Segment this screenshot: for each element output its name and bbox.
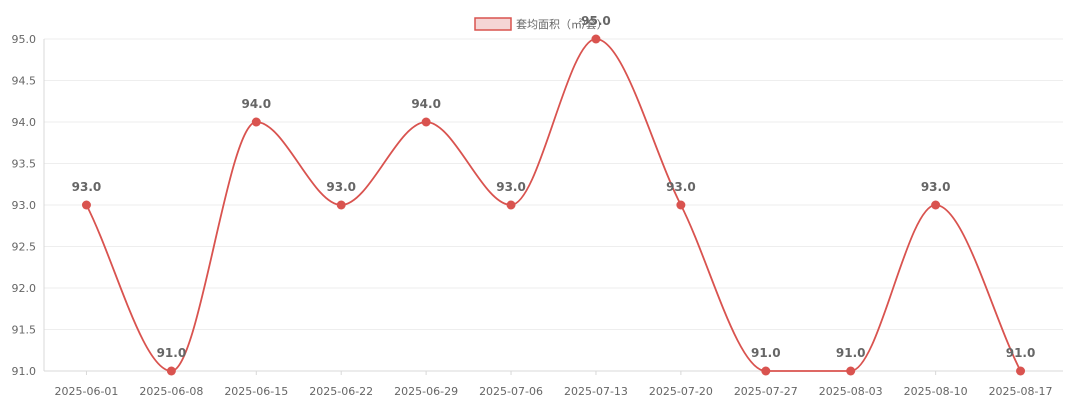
y-tick-label: 92.5 xyxy=(12,241,37,254)
y-tick-label: 94.5 xyxy=(12,75,37,88)
data-label: 91.0 xyxy=(836,346,866,360)
y-tick-label: 94.0 xyxy=(12,116,37,129)
x-tick-label: 2025-06-08 xyxy=(139,385,203,398)
series-line xyxy=(85,38,1022,372)
data-point[interactable] xyxy=(1016,366,1026,376)
data-point[interactable] xyxy=(336,200,346,210)
y-tick-label: 91.5 xyxy=(12,324,37,337)
data-label: 91.0 xyxy=(1006,346,1036,360)
x-tick-label: 2025-07-06 xyxy=(479,385,543,398)
data-label: 93.0 xyxy=(921,180,951,194)
y-tick-label: 93.0 xyxy=(12,199,37,212)
legend-label[interactable]: 套均面积（㎡/套） xyxy=(516,18,608,31)
x-tick-label: 2025-08-03 xyxy=(819,385,883,398)
data-points xyxy=(81,34,1026,376)
data-label: 93.0 xyxy=(72,180,102,194)
grid-lines xyxy=(44,38,1063,372)
data-point[interactable] xyxy=(931,200,941,210)
data-label: 93.0 xyxy=(496,180,526,194)
x-tick-label: 2025-06-01 xyxy=(54,385,118,398)
data-label: 94.0 xyxy=(411,97,441,111)
y-tick-label: 92.0 xyxy=(12,282,37,295)
x-tick-label: 2025-07-20 xyxy=(649,385,713,398)
legend[interactable]: 套均面积（㎡/套） xyxy=(474,17,608,31)
y-tick-label: 95.0 xyxy=(12,33,37,46)
data-label: 95.0 xyxy=(581,14,611,28)
data-point[interactable] xyxy=(591,34,601,44)
data-label: 91.0 xyxy=(157,346,187,360)
data-label: 94.0 xyxy=(241,97,271,111)
data-label: 91.0 xyxy=(751,346,781,360)
x-tick-label: 2025-08-10 xyxy=(904,385,968,398)
x-tick-label: 2025-07-27 xyxy=(734,385,798,398)
data-point[interactable] xyxy=(506,200,516,210)
x-tick-label: 2025-06-15 xyxy=(224,385,288,398)
data-labels: 93.0 91.0 94.0 93.0 94.0 93.0 95.0 93.0 91.0 91.0… xyxy=(72,14,1036,360)
legend-swatch[interactable] xyxy=(474,17,512,31)
data-point[interactable] xyxy=(81,200,91,210)
data-label: 93.0 xyxy=(666,180,696,194)
data-point[interactable] xyxy=(251,117,261,127)
x-tick-label: 2025-06-29 xyxy=(394,385,458,398)
x-tick-label: 2025-06-22 xyxy=(309,385,373,398)
data-point[interactable] xyxy=(846,366,856,376)
x-axis-tick-labels: 2025-06-01 2025-06-08 2025-06-15 2025-06-22… xyxy=(54,385,1052,398)
x-tick-label: 2025-07-13 xyxy=(564,385,628,398)
y-tick-label: 91.0 xyxy=(12,365,37,378)
data-point[interactable] xyxy=(676,200,686,210)
data-label: 93.0 xyxy=(326,180,356,194)
x-tick-label: 2025-08-17 xyxy=(989,385,1053,398)
y-tick-label: 93.5 xyxy=(12,158,37,171)
data-point[interactable] xyxy=(421,117,431,127)
data-point[interactable] xyxy=(761,366,771,376)
data-point[interactable] xyxy=(166,366,176,376)
axes xyxy=(43,39,1063,375)
y-axis-tick-labels: 91.0 91.5 92.0 92.5 93.0 93.5 94.0 94.5 95.0 xyxy=(12,33,37,378)
